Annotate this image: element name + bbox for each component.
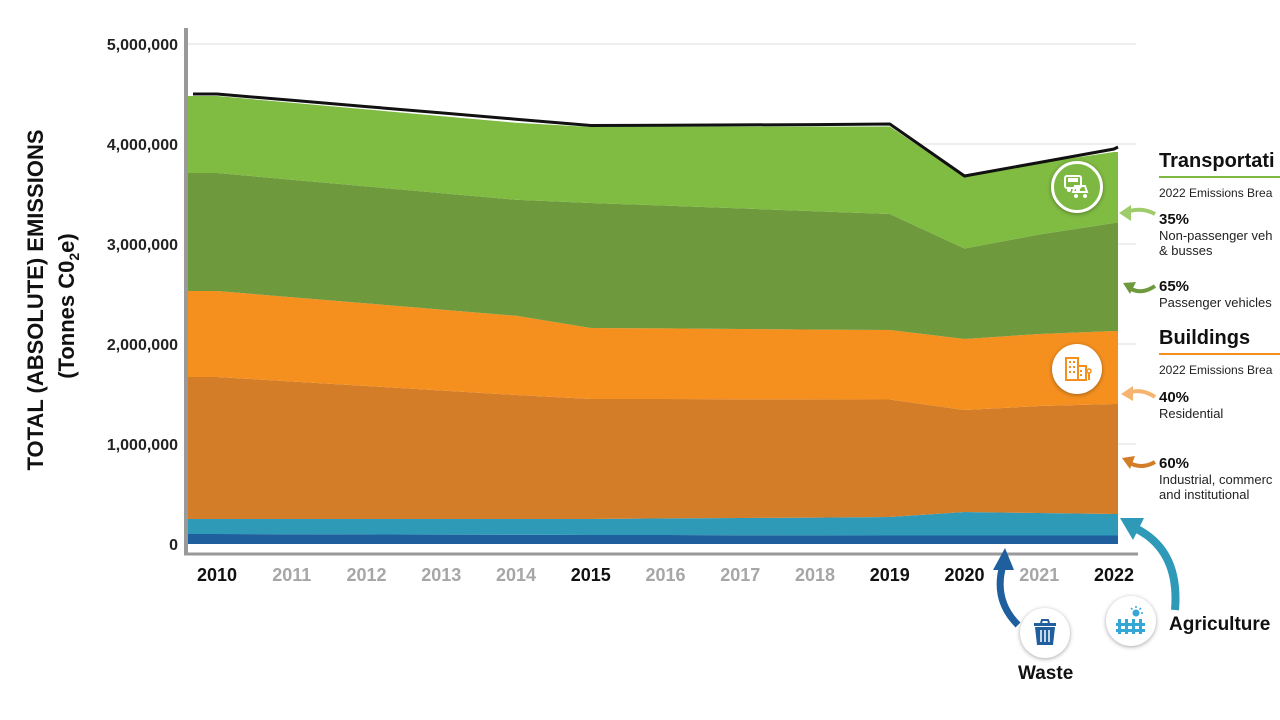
waste-label: Waste [1018, 663, 1074, 684]
x-tick-label: 2022 [1094, 565, 1134, 585]
truck-car-icon [1051, 161, 1103, 213]
x-tick-label: 2017 [720, 565, 760, 585]
y-tick-label: 5,000,000 [107, 37, 178, 54]
area-series-0 [188, 534, 1118, 544]
building-icon [1052, 344, 1102, 394]
buildings-pct-1: 40% [1159, 389, 1190, 406]
buildings-title: Buildings [1159, 327, 1251, 349]
transportation-subtitle: 2022 Emissions Brea [1159, 186, 1273, 200]
y-axis-label: TOTAL (ABSOLUTE) EMISSIONS [23, 129, 48, 470]
x-tick-label: 2013 [421, 565, 461, 585]
x-tick-label: 2011 [272, 565, 311, 585]
buildings-underline [1159, 353, 1280, 355]
buildings-subtitle: 2022 Emissions Brea [1159, 363, 1273, 377]
area-series-4 [188, 173, 1118, 339]
y-tick-label: 2,000,000 [107, 337, 178, 354]
buildings-arrow-1-head [1121, 386, 1133, 401]
waste-arrow [996, 564, 1021, 628]
x-tick-label: 2020 [944, 565, 984, 585]
trash-bin-icon [1020, 608, 1070, 658]
x-tick-label: 2014 [496, 565, 536, 585]
y-tick-label: 4,000,000 [107, 137, 178, 154]
buildings-item-1: 40% Residential [1159, 389, 1223, 421]
x-tick-label: 2012 [346, 565, 386, 585]
agriculture-label: Agriculture [1169, 614, 1271, 635]
x-tick-label: 2010 [197, 565, 237, 585]
transport-desc-2: Passenger vehicles [1159, 295, 1272, 310]
total-emissions-line [193, 92, 1119, 178]
buildings-panel: Buildings 2022 Emissions Brea [1159, 327, 1280, 377]
x-tick-label: 2015 [571, 565, 611, 585]
agriculture-arrow [1133, 524, 1180, 611]
transportation-title: Transportati [1159, 150, 1275, 172]
x-tick-label: 2019 [870, 565, 910, 585]
area-series-3 [188, 291, 1118, 410]
transport-arrow-1-head [1119, 205, 1131, 221]
stacked-areas [188, 92, 1119, 544]
y-axis-unit-label: (Tonnes C02e) [54, 233, 82, 379]
area-series-5 [188, 96, 1118, 249]
y-tick-label: 3,000,000 [107, 237, 178, 254]
transport-pct-1: 35% [1159, 211, 1190, 228]
y-tick-label: 1,000,000 [107, 437, 178, 454]
area-series-1 [188, 512, 1118, 536]
farm-fence-icon [1106, 596, 1156, 646]
transport-pct-2: 65% [1159, 278, 1190, 295]
buildings-pct-2: 60% [1159, 455, 1190, 472]
transport-item-2: 65% Passenger vehicles [1159, 278, 1272, 310]
x-tick-label: 2016 [645, 565, 685, 585]
transport-item-1: 35% Non-passenger veh & busses [1159, 211, 1272, 258]
buildings-desc-1: Residential [1159, 406, 1224, 421]
buildings-item-2: 60% Industrial, commerc and institutiona… [1159, 455, 1272, 502]
x-tick-label: 2021 [1019, 565, 1059, 585]
axis-ticks: 0 1,000,000 2,000,000 3,000,000 4,000,000 5,0… [107, 37, 1134, 585]
transportation-underline [1159, 176, 1280, 178]
transportation-panel: Transportati 2022 Emissions Brea [1159, 150, 1280, 200]
buildings-arrow-2-head [1122, 456, 1135, 469]
transport-arrow-2-head [1123, 282, 1136, 294]
x-tick-label: 2018 [795, 565, 835, 585]
y-tick-label: 0 [169, 537, 178, 554]
agriculture-arrow-head [1120, 518, 1144, 540]
transport-desc-1: Non-passenger veh & busses [1159, 228, 1273, 258]
area-series-2 [188, 377, 1118, 519]
buildings-desc-2: Industrial, commerc and institutional [1159, 472, 1273, 502]
waste-arrow-head [993, 548, 1014, 570]
